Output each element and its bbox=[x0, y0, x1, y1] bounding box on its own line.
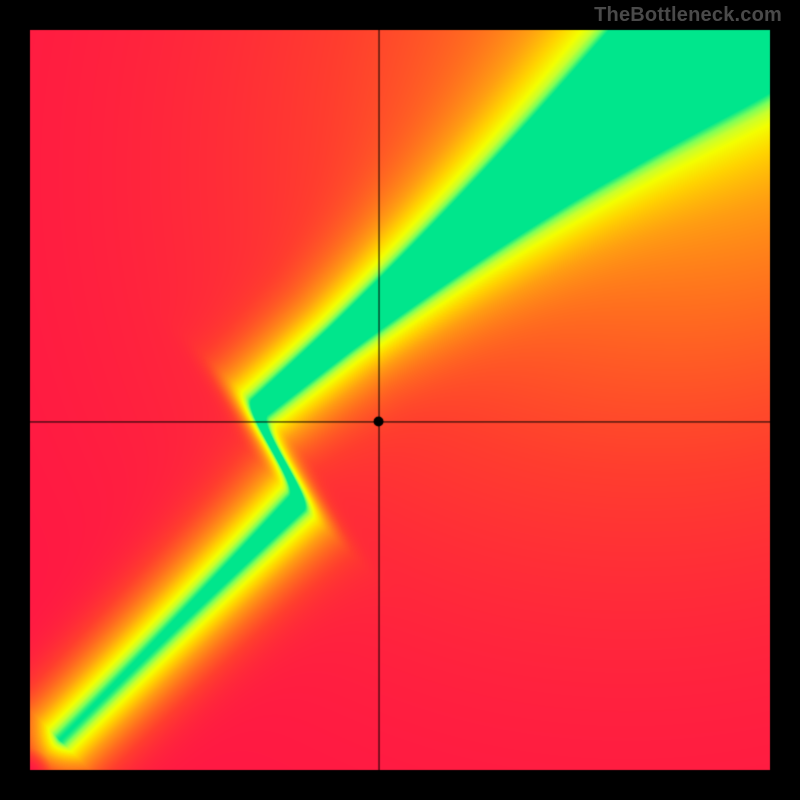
bottleneck-heatmap bbox=[0, 0, 800, 800]
chart-container: TheBottleneck.com bbox=[0, 0, 800, 800]
watermark-text: TheBottleneck.com bbox=[594, 4, 782, 27]
